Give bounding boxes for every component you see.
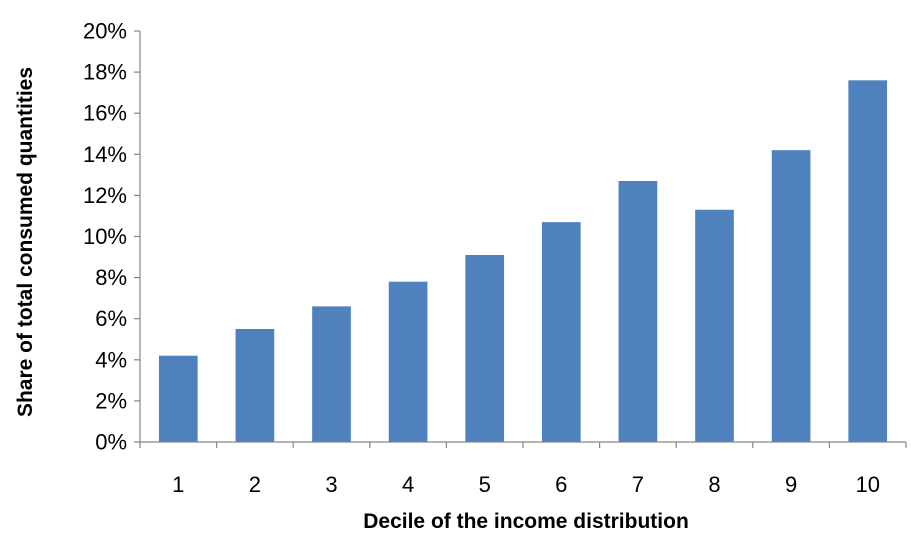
bar-decile-7 [618, 181, 658, 442]
y-tick-label: 18% [83, 60, 127, 85]
x-tick-label: 9 [785, 472, 797, 497]
bar-decile-5 [465, 255, 505, 442]
bar-decile-6 [541, 222, 581, 442]
axes-group [134, 30, 907, 448]
y-tick-label: 16% [83, 101, 127, 126]
x-tick-label: 4 [402, 472, 414, 497]
bar-decile-9 [771, 150, 811, 442]
x-axis-title: Decile of the income distribution [363, 510, 689, 533]
x-tick-label: 10 [855, 472, 879, 497]
y-tick-label: 6% [95, 306, 127, 331]
y-tick-label: 2% [95, 388, 127, 413]
y-tick-label: 20% [83, 19, 127, 44]
x-tick-label: 1 [172, 472, 184, 497]
y-tick-label: 12% [83, 183, 127, 208]
x-tick-label: 7 [632, 472, 644, 497]
x-tick-label: 2 [249, 472, 261, 497]
y-tick-label: 0% [95, 430, 127, 455]
x-tick-label: 6 [555, 472, 567, 497]
bar-decile-3 [312, 306, 351, 442]
y-axis-title: Share of total consumed quantities [14, 67, 37, 417]
bar-decile-8 [695, 209, 734, 442]
y-tick-label: 4% [95, 347, 127, 372]
bar-decile-4 [388, 281, 428, 442]
bar-decile-10 [848, 80, 888, 442]
bar-decile-2 [235, 328, 275, 442]
tick-labels-group: 0% 2% 4% 6% 8% 10% 12% 14% 16% 18% 20% 1 2 3 4 5 6 7 8 9 10 [83, 19, 880, 498]
y-tick-label: 10% [83, 224, 127, 249]
y-tick-label: 14% [83, 142, 127, 167]
x-tick-label: 3 [325, 472, 337, 497]
x-tick-label: 8 [708, 472, 720, 497]
bar-decile-1 [158, 355, 198, 442]
bars-group [158, 80, 888, 442]
y-tick-label: 8% [95, 265, 127, 290]
x-tick-label: 5 [479, 472, 491, 497]
